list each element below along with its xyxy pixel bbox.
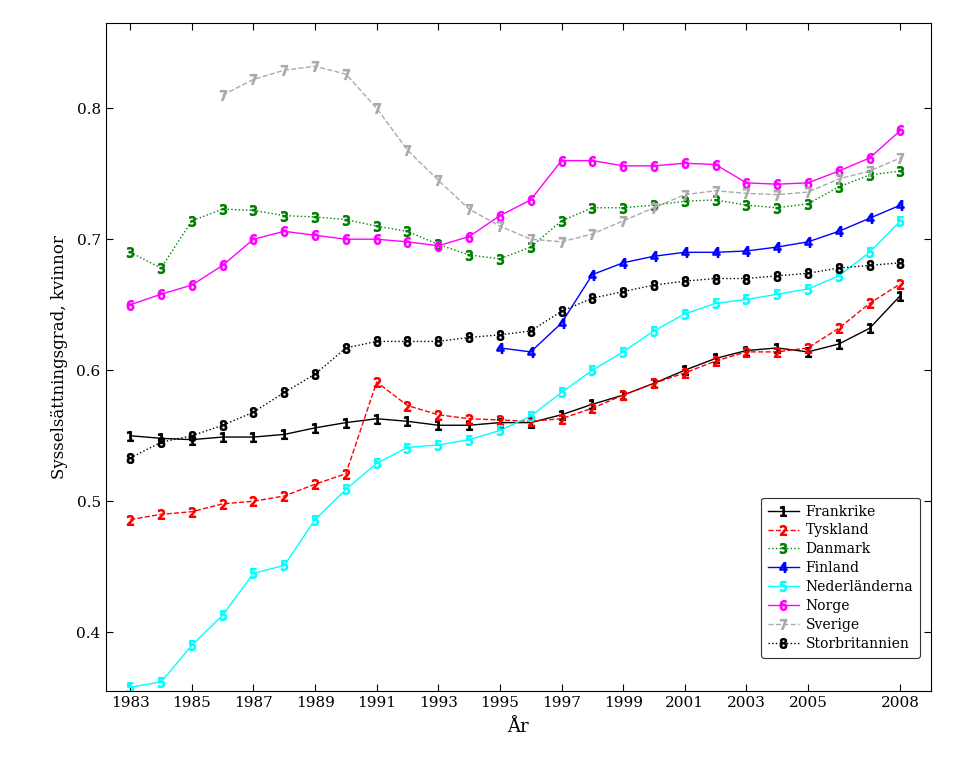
Legend: Frankrike, Tyskland, Danmark, Finland, Nederländerna, Norge, Sverige, Storbritan: Frankrike, Tyskland, Danmark, Finland, N… xyxy=(761,498,920,657)
X-axis label: År: År xyxy=(508,718,529,737)
Y-axis label: Sysselsättningsgrad, kvinnor: Sysselsättningsgrad, kvinnor xyxy=(51,235,68,479)
